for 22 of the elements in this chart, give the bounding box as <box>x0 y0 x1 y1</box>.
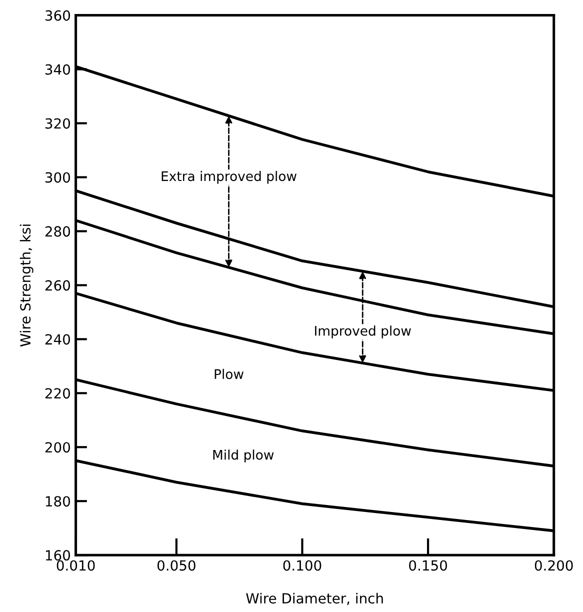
y-tick-label: 300 <box>45 172 70 183</box>
annotation: Mild plow <box>213 450 274 462</box>
y-axis-title: Wire Strength, ksi <box>20 224 34 347</box>
y-tick-label: 160 <box>46 550 70 561</box>
y-tick-label: 320 <box>45 118 70 129</box>
y-tick-label: 360 <box>45 10 70 21</box>
y-tick-label: 240 <box>45 334 70 345</box>
x-tick-label: 0.010 <box>56 560 95 571</box>
annotation: Improved plow <box>315 326 411 338</box>
y-tick-label: 180 <box>46 496 70 507</box>
y-tick-label: 220 <box>45 388 70 399</box>
annotation: Plow <box>214 368 244 380</box>
y-tick-label: 280 <box>45 226 70 237</box>
x-tick-label: 0.100 <box>283 560 322 571</box>
y-tick-label: 260 <box>45 280 70 291</box>
x-tick-label: 0.150 <box>409 560 448 571</box>
x-tick-label: 0.200 <box>534 560 573 571</box>
x-tick-label: 0.050 <box>157 560 196 571</box>
annotation: Extra improved plow <box>162 170 296 184</box>
x-axis-title: Wire Diameter, inch <box>246 592 383 605</box>
y-tick-label: 340 <box>45 64 70 75</box>
y-tick-label: 200 <box>45 442 70 453</box>
